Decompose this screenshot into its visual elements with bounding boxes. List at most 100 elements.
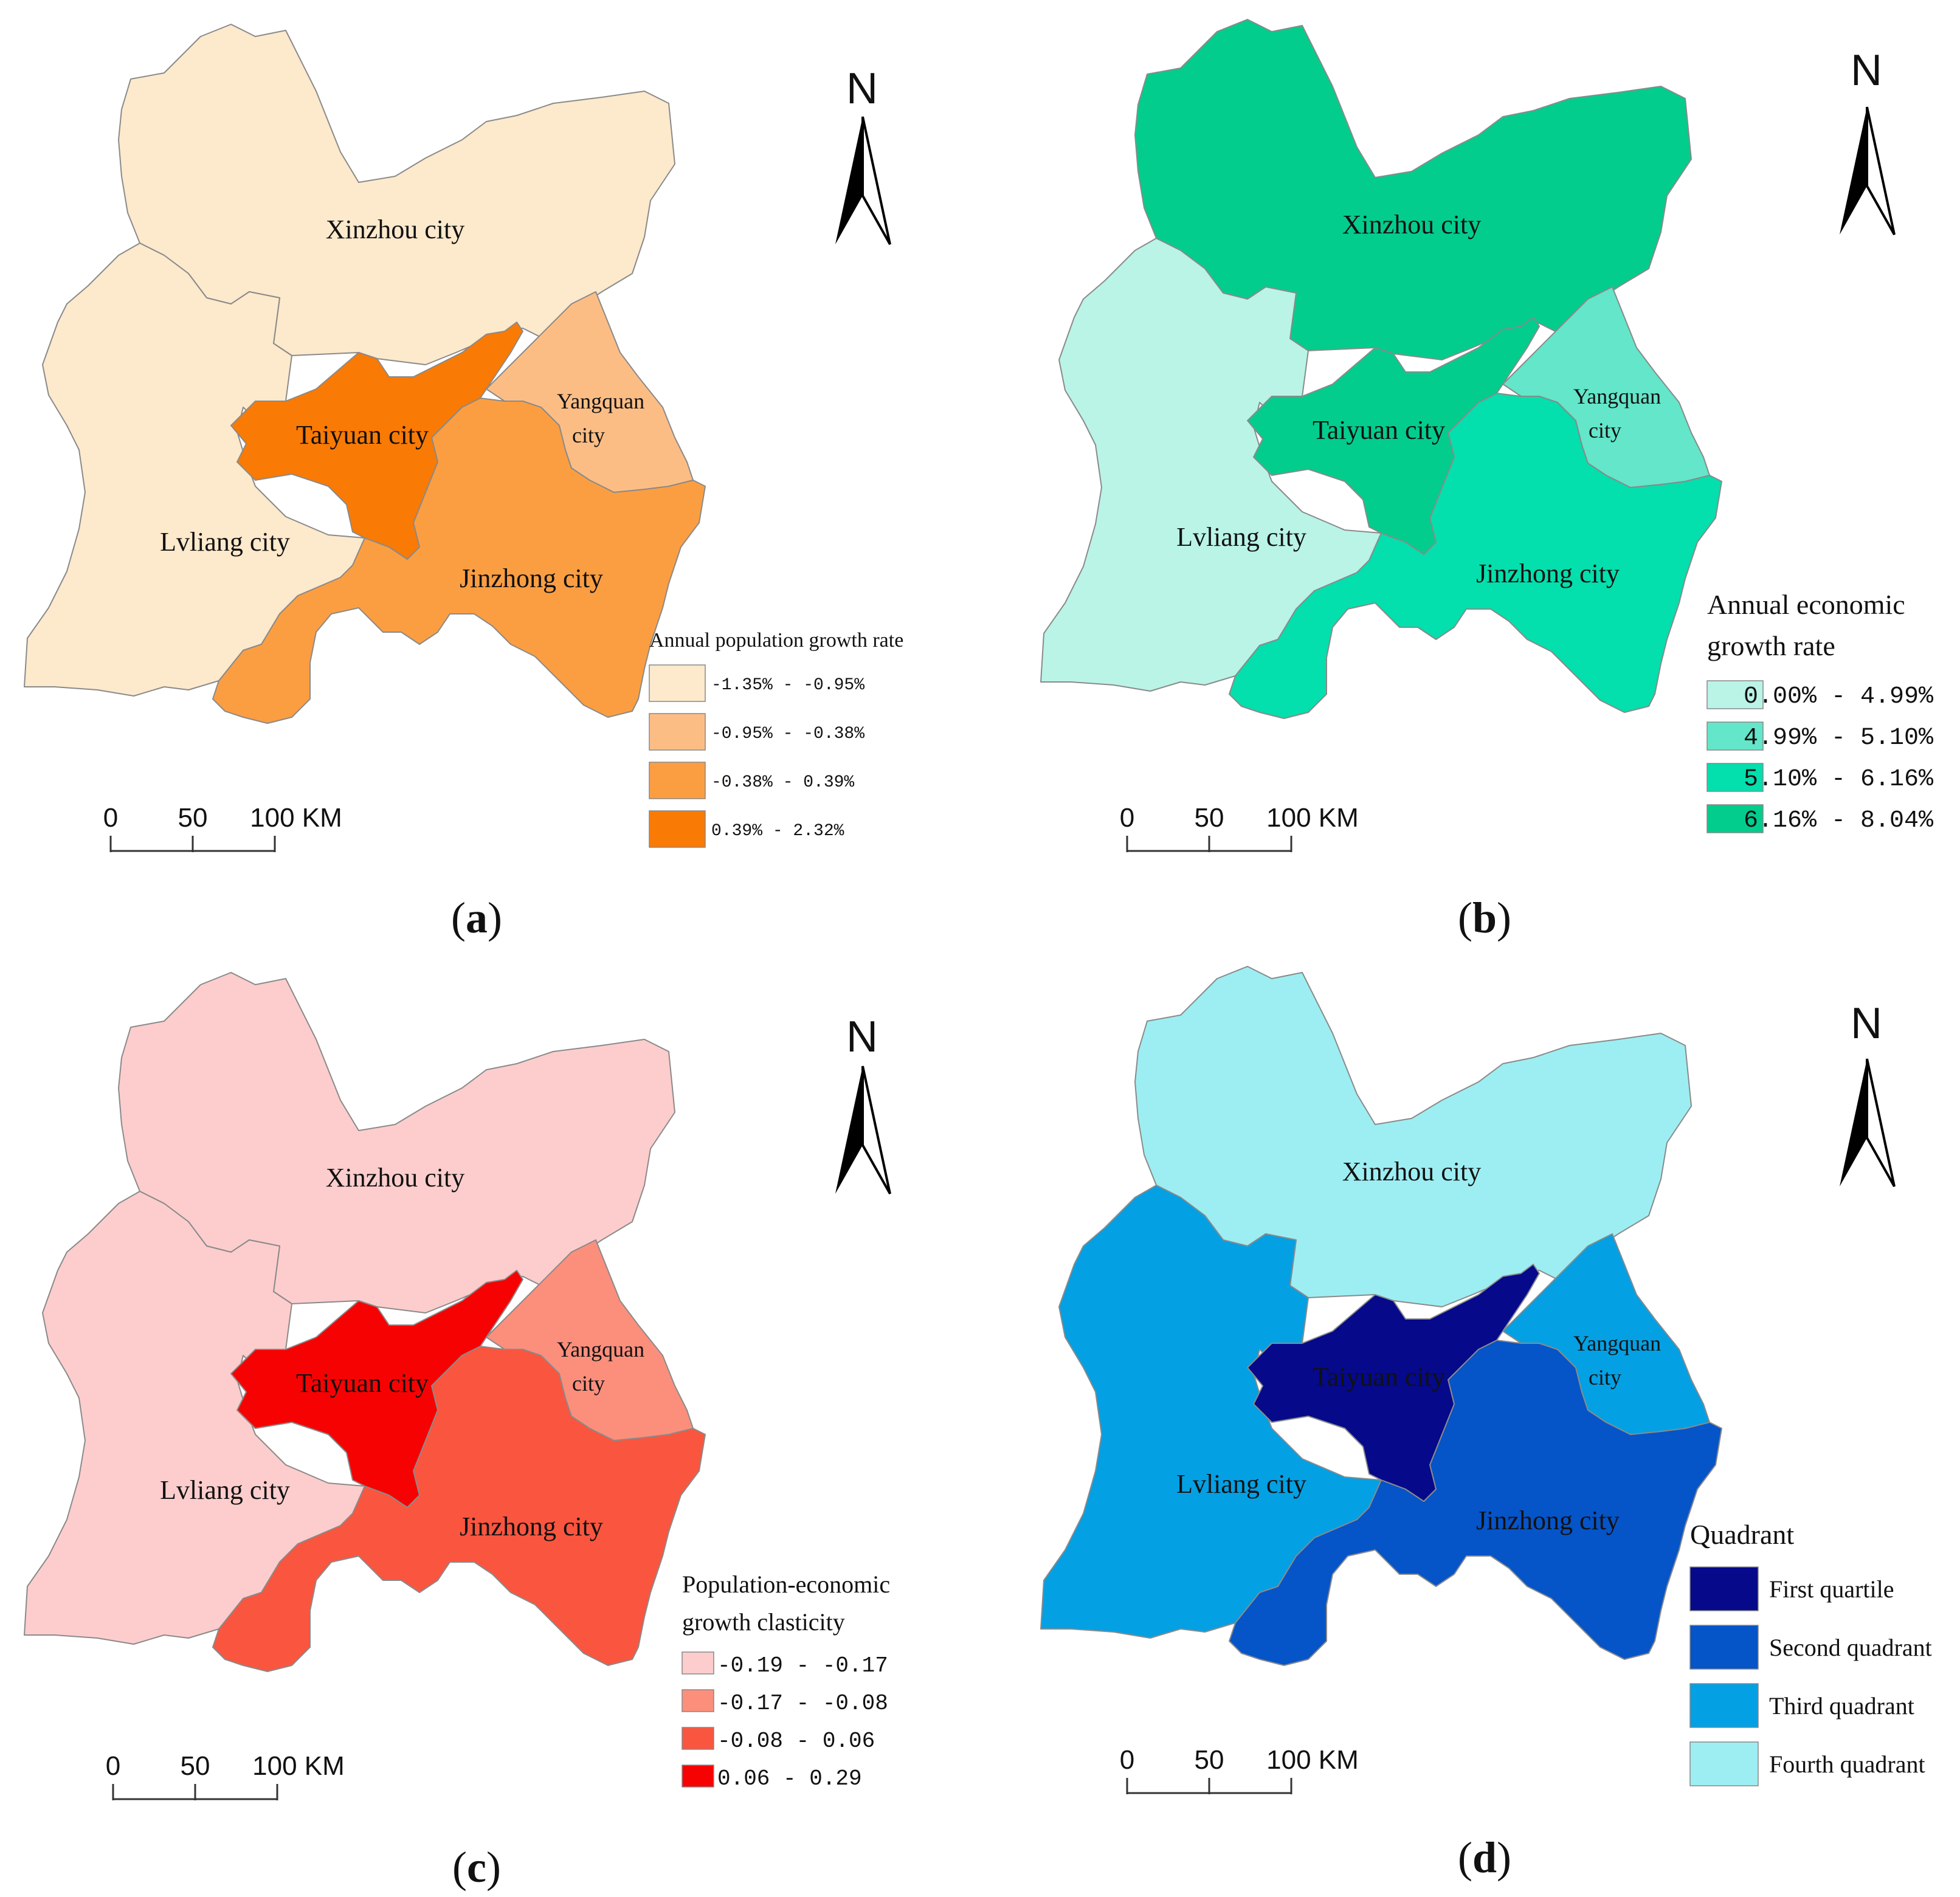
label-taiyuan-d: Taiyuan city bbox=[1313, 1362, 1445, 1392]
scale-label-b-0: 0 bbox=[1120, 803, 1134, 833]
label-lvliang-d: Lvliang city bbox=[1176, 1469, 1306, 1499]
scale-bar-b: 0 50 100 KM bbox=[1120, 803, 1359, 853]
scale-label-b-2: 100 KM bbox=[1266, 803, 1359, 833]
panel-a: Xinzhou city Lvliang city Taiyuan city Y… bbox=[24, 24, 903, 942]
legend-swatch-b-0 bbox=[1706, 680, 1764, 709]
legend-item-c-0: -0.19 - -0.17 bbox=[717, 1653, 888, 1678]
label-taiyuan-b: Taiyuan city bbox=[1313, 415, 1445, 445]
label-yangquan-c-1: Yangquan bbox=[557, 1337, 644, 1362]
map-c: Xinzhou city Lvliang city Taiyuan city Y… bbox=[24, 972, 706, 1672]
north-label-a: N bbox=[846, 64, 878, 113]
legend-item-a-3: 0.39% - 2.32% bbox=[711, 822, 844, 841]
north-arrow-icon bbox=[834, 1065, 891, 1195]
legend-c: Population-economic growth clasticity -0… bbox=[682, 1571, 890, 1791]
scale-label-b-1: 50 bbox=[1195, 803, 1224, 833]
legend-item-b-2: 5.10% - 6.16% bbox=[1744, 766, 1934, 793]
legend-item-a-0: -1.35% - -0.95% bbox=[711, 676, 864, 695]
legend-item-b-0: 0.00% - 4.99% bbox=[1744, 683, 1934, 711]
legend-swatch-c-2 bbox=[682, 1727, 714, 1750]
label-yangquan-b-2: city bbox=[1589, 418, 1621, 442]
legend-item-a-1: -0.95% - -0.38% bbox=[711, 725, 864, 743]
scale-bar-a: 0 50 100 KM bbox=[103, 803, 342, 853]
label-xinzhou-b: Xinzhou city bbox=[1342, 210, 1482, 239]
label-taiyuan-c: Taiyuan city bbox=[296, 1368, 429, 1398]
panel-b: Xinzhou city Lvliang city Taiyuan city Y… bbox=[1040, 19, 1934, 942]
map-a: Xinzhou city Lvliang city Taiyuan city Y… bbox=[24, 24, 706, 724]
scale-label-a-0: 0 bbox=[103, 803, 118, 833]
label-yangquan-c-2: city bbox=[572, 1371, 605, 1396]
north-arrow-icon bbox=[1838, 1058, 1896, 1188]
scale-label-d-1: 50 bbox=[1195, 1745, 1224, 1775]
scale-label-c-0: 0 bbox=[106, 1751, 120, 1781]
legend-title-c-1: growth clasticity bbox=[682, 1608, 845, 1636]
label-lvliang-a: Lvliang city bbox=[160, 527, 290, 557]
legend-swatch-c-0 bbox=[682, 1651, 714, 1675]
label-jinzhong-a: Jinzhong city bbox=[460, 563, 603, 593]
panel-label-c: (c) bbox=[452, 1843, 501, 1892]
scale-bar-d: 0 50 100 KM bbox=[1120, 1745, 1359, 1795]
legend-title-b-0: Annual economic bbox=[1707, 589, 1905, 620]
legend-swatch-d-2 bbox=[1689, 1683, 1759, 1728]
scale-label-a-1: 50 bbox=[178, 803, 208, 833]
legend-title-a-0: Annual population growth rate bbox=[649, 629, 903, 652]
label-yangquan-d-2: city bbox=[1589, 1365, 1621, 1389]
legend-title-d-0: Quadrant bbox=[1690, 1519, 1794, 1550]
label-lvliang-b: Lvliang city bbox=[1176, 522, 1306, 552]
north-arrow-icon bbox=[834, 115, 891, 246]
legend-swatch-c-1 bbox=[682, 1689, 714, 1712]
scale-label-c-1: 50 bbox=[181, 1751, 210, 1781]
label-lvliang-c: Lvliang city bbox=[160, 1475, 290, 1505]
legend-swatch-d-1 bbox=[1689, 1625, 1759, 1670]
legend-title-c-0: Population-economic bbox=[682, 1571, 890, 1598]
scale-label-d-2: 100 KM bbox=[1266, 1745, 1359, 1775]
legend-item-a-2: -0.38% - 0.39% bbox=[711, 773, 854, 792]
legend-item-c-1: -0.17 - -0.08 bbox=[717, 1691, 888, 1716]
scale-label-c-2: 100 KM bbox=[252, 1751, 345, 1781]
label-yangquan-b-1: Yangquan bbox=[1573, 384, 1661, 408]
legend-item-b-1: 4.99% - 5.10% bbox=[1744, 725, 1934, 752]
label-taiyuan-a: Taiyuan city bbox=[296, 420, 429, 450]
legend-swatch-a-1 bbox=[649, 713, 706, 751]
legend-swatch-a-0 bbox=[649, 664, 706, 702]
label-xinzhou-a: Xinzhou city bbox=[326, 215, 465, 244]
legend-d: Quadrant First quartile Second quadrant … bbox=[1689, 1519, 1932, 1786]
legend-swatch-b-2 bbox=[1706, 763, 1764, 792]
legend-item-d-3: Fourth quadrant bbox=[1769, 1751, 1925, 1778]
legend-item-c-3: 0.06 - 0.29 bbox=[717, 1766, 862, 1791]
legend-item-c-2: -0.08 - 0.06 bbox=[717, 1729, 875, 1754]
legend-a: Annual population growth rate -1.35% - -… bbox=[649, 629, 903, 848]
legend-swatch-b-3 bbox=[1706, 804, 1764, 833]
panel-label-b: (b) bbox=[1458, 893, 1511, 942]
scale-label-a-2: 100 KM bbox=[250, 803, 342, 833]
panel-c: Xinzhou city Lvliang city Taiyuan city Y… bbox=[24, 972, 891, 1892]
label-jinzhong-c: Jinzhong city bbox=[460, 1512, 603, 1541]
north-label-b: N bbox=[1851, 46, 1882, 95]
label-xinzhou-c: Xinzhou city bbox=[326, 1163, 465, 1193]
panel-d: Xinzhou city Lvliang city Taiyuan city Y… bbox=[1040, 966, 1932, 1882]
legend-swatch-a-2 bbox=[649, 762, 706, 799]
legend-item-d-1: Second quadrant bbox=[1769, 1634, 1932, 1661]
legend-swatch-d-3 bbox=[1689, 1741, 1759, 1786]
label-xinzhou-d: Xinzhou city bbox=[1342, 1157, 1482, 1186]
legend-swatch-b-1 bbox=[1706, 721, 1764, 751]
legend-swatch-c-3 bbox=[682, 1764, 714, 1788]
legend-item-d-2: Third quadrant bbox=[1769, 1692, 1914, 1720]
map-d: Xinzhou city Lvliang city Taiyuan city Y… bbox=[1040, 966, 1722, 1666]
legend-title-b-1: growth rate bbox=[1707, 630, 1835, 661]
scale-label-d-0: 0 bbox=[1120, 1745, 1134, 1775]
map-b: Xinzhou city Lvliang city Taiyuan city Y… bbox=[1040, 19, 1722, 719]
panel-label-d: (d) bbox=[1458, 1833, 1511, 1882]
label-jinzhong-d: Jinzhong city bbox=[1476, 1506, 1620, 1535]
legend-item-d-0: First quartile bbox=[1769, 1575, 1894, 1603]
label-yangquan-d-1: Yangquan bbox=[1573, 1331, 1661, 1355]
scale-bar-c: 0 50 100 KM bbox=[106, 1751, 345, 1802]
label-yangquan-a-1: Yangquan bbox=[557, 389, 644, 413]
north-label-d: N bbox=[1851, 999, 1882, 1048]
legend-swatch-d-0 bbox=[1689, 1566, 1759, 1611]
north-arrow-icon bbox=[1838, 106, 1896, 236]
legend-swatch-a-3 bbox=[649, 810, 706, 848]
panel-label-a: (a) bbox=[451, 893, 502, 942]
label-yangquan-a-2: city bbox=[572, 423, 605, 447]
legend-item-b-3: 6.16% - 8.04% bbox=[1744, 807, 1934, 835]
north-label-c: N bbox=[846, 1013, 878, 1061]
